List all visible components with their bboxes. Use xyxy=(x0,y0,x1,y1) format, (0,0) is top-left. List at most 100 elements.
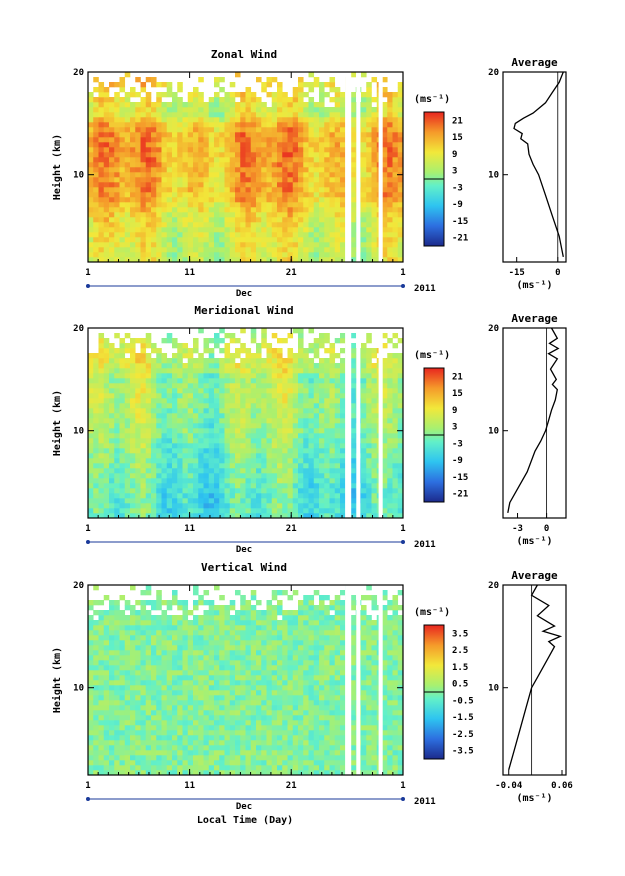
heatmap-cell xyxy=(277,127,283,133)
heatmap-cell xyxy=(282,448,288,454)
heatmap-cell xyxy=(88,252,94,258)
heatmap-cell xyxy=(135,137,141,143)
heatmap-cell xyxy=(371,122,378,128)
heatmap-cell xyxy=(140,493,147,499)
heatmap-cell xyxy=(203,192,210,198)
heatmap-cell xyxy=(182,478,189,484)
heatmap-cell xyxy=(319,373,325,379)
heatmap-cell xyxy=(240,182,246,188)
heatmap-cell xyxy=(198,468,204,474)
heatmap-cell xyxy=(371,393,378,399)
heatmap-cell xyxy=(250,222,257,228)
heatmap-cell xyxy=(98,493,105,499)
heatmap-cell xyxy=(135,735,141,741)
heatmap-cell xyxy=(303,112,309,118)
heatmap-cell xyxy=(145,142,152,148)
heatmap-cell xyxy=(208,358,215,364)
heatmap-cell xyxy=(319,232,325,238)
heatmap-cell xyxy=(98,645,105,651)
heatmap-cell xyxy=(250,363,257,369)
heatmap-cell xyxy=(130,212,136,218)
heatmap-cell xyxy=(245,217,252,223)
heatmap-cell xyxy=(151,645,157,651)
heatmap-cell xyxy=(88,680,94,686)
heatmap-cell xyxy=(340,112,346,118)
heatmap-cell xyxy=(151,508,157,514)
heatmap-cell xyxy=(203,207,210,213)
heatmap-cell xyxy=(261,162,267,168)
heatmap-cell xyxy=(361,493,367,499)
heatmap-cell xyxy=(250,247,257,253)
heatmap-cell xyxy=(350,72,357,78)
heatmap-cell xyxy=(382,428,388,434)
heatmap-cell xyxy=(271,247,278,253)
heatmap-cell xyxy=(224,142,231,148)
heatmap-cell xyxy=(361,418,367,424)
heatmap-cell xyxy=(245,152,252,158)
heatmap-cell xyxy=(261,217,267,223)
heatmap-cell xyxy=(250,433,257,439)
heatmap-cell xyxy=(287,423,294,429)
heatmap-cell xyxy=(119,117,126,123)
heatmap-cell xyxy=(371,137,378,143)
heatmap-cell xyxy=(88,700,94,706)
heatmap-cell xyxy=(109,625,115,631)
heatmap-cell xyxy=(166,222,173,228)
heatmap-cell xyxy=(292,373,299,379)
heatmap-cell xyxy=(261,222,267,228)
heatmap-cell xyxy=(124,363,131,369)
heatmap-cell xyxy=(340,202,346,208)
heatmap-cell xyxy=(303,212,309,218)
heatmap-cell xyxy=(182,655,189,661)
heatmap-cell xyxy=(114,760,120,766)
heatmap-cell xyxy=(229,112,236,118)
heatmap-cell xyxy=(114,152,120,158)
heatmap-cell xyxy=(145,620,152,626)
heatmap-cell xyxy=(303,463,309,469)
heatmap-cell xyxy=(135,705,141,711)
heatmap-cell xyxy=(229,483,236,489)
heatmap-cell xyxy=(145,685,152,691)
heatmap-cell xyxy=(198,92,204,98)
heatmap-cell xyxy=(109,473,115,479)
avg-y-tick-label: 10 xyxy=(488,427,499,437)
heatmap-cell xyxy=(319,247,325,253)
heatmap-cell xyxy=(172,242,178,248)
heatmap-cell xyxy=(119,740,126,746)
heatmap-cell xyxy=(135,237,141,243)
heatmap-cell xyxy=(161,157,168,163)
heatmap-cell xyxy=(130,433,136,439)
heatmap-cell xyxy=(124,72,131,78)
heatmap-cell xyxy=(208,117,215,123)
year-label: 2011 xyxy=(414,540,436,550)
heatmap-cell xyxy=(88,202,94,208)
heatmap-cell xyxy=(166,242,173,248)
heatmap-cell xyxy=(303,468,309,474)
heatmap-cell xyxy=(124,715,131,721)
heatmap-cell xyxy=(240,222,246,228)
heatmap-cell xyxy=(219,398,225,404)
heatmap-cell xyxy=(282,227,288,233)
heatmap-cell xyxy=(119,172,126,178)
heatmap-cell xyxy=(382,122,388,128)
heatmap-cell xyxy=(292,353,299,359)
heatmap-cell xyxy=(114,252,120,258)
heatmap-cell xyxy=(387,378,393,384)
heatmap-cell xyxy=(350,142,357,148)
heatmap-cell xyxy=(250,217,257,223)
heatmap-cell xyxy=(303,478,309,484)
heatmap-cell xyxy=(193,368,199,374)
heatmap-cell xyxy=(98,217,105,223)
heatmap-cell xyxy=(334,227,341,233)
heatmap-cell xyxy=(224,513,231,519)
heatmap-cell xyxy=(103,107,110,113)
heatmap-cell xyxy=(208,97,215,103)
heatmap-cell xyxy=(277,453,283,459)
heatmap-cell xyxy=(219,252,225,258)
heatmap-cell xyxy=(103,488,110,494)
heatmap-cell xyxy=(187,458,194,464)
heatmap-cell xyxy=(145,675,152,681)
heatmap-cell xyxy=(229,413,236,419)
heatmap-cell xyxy=(229,433,236,439)
heatmap-cell xyxy=(324,182,330,188)
